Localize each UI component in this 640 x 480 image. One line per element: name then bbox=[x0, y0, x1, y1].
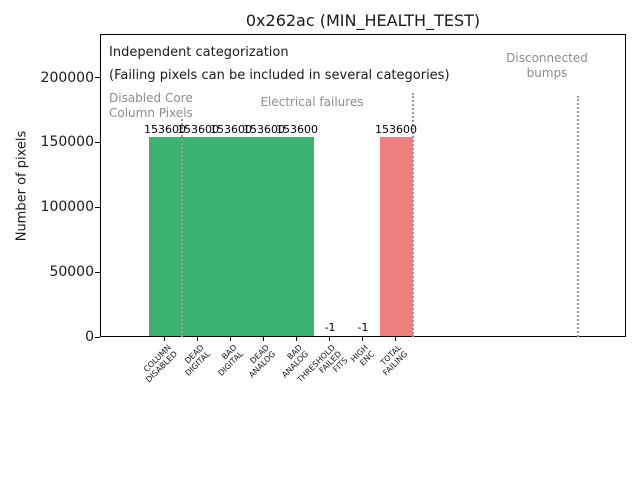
x-tick-label: COLUMN DISABLED bbox=[137, 343, 178, 384]
plot-area: Independent categorization (Failing pixe… bbox=[100, 34, 626, 337]
y-tick-label: 0 bbox=[85, 329, 94, 345]
x-tick-mark bbox=[361, 337, 363, 341]
x-tick-label: BAD DIGITAL bbox=[210, 343, 244, 378]
section-annotation-line: Column Pixels bbox=[109, 106, 193, 120]
y-tick-mark bbox=[95, 206, 100, 208]
y-tick-label: 100000 bbox=[40, 199, 94, 216]
bar-value-label: 153600 bbox=[210, 122, 252, 136]
y-tick-label: 150000 bbox=[40, 134, 94, 151]
x-tick-mark bbox=[262, 337, 264, 341]
section-annotation-label: Electrical failures bbox=[260, 95, 363, 110]
x-tick-mark bbox=[163, 337, 165, 341]
x-tick-label: TOTAL FAILING bbox=[375, 343, 410, 377]
y-tick-mark bbox=[95, 77, 100, 79]
bar bbox=[148, 136, 182, 336]
y-tick-label: 50000 bbox=[49, 264, 94, 281]
section-separator-line bbox=[576, 96, 579, 337]
section-annotation-line: Disabled Core bbox=[109, 91, 193, 105]
bar bbox=[247, 136, 281, 336]
chart-title: 0x262ac (MIN_HEALTH_TEST) bbox=[245, 11, 481, 30]
x-tick-label: DEAD DIGITAL bbox=[177, 343, 212, 378]
bar bbox=[214, 136, 248, 336]
section-annotation-label: Disconnected bumps bbox=[506, 51, 588, 81]
bar-value-label: 153600 bbox=[375, 122, 417, 136]
x-tick-label: HIGH ENC bbox=[349, 343, 376, 370]
bar-value-label: 153600 bbox=[177, 122, 219, 136]
section-annotation-label: Disabled Core Column Pixels bbox=[109, 91, 193, 121]
bar-value-label: -1 bbox=[324, 321, 336, 334]
bar-value-label: 153600 bbox=[276, 122, 318, 136]
x-tick-mark bbox=[328, 337, 330, 341]
bar bbox=[181, 136, 215, 336]
section-annotation-line: bumps bbox=[526, 66, 568, 80]
section-annotation-line: Electrical failures bbox=[260, 95, 364, 109]
section-separator-line bbox=[180, 119, 183, 337]
x-tick-mark bbox=[196, 337, 198, 341]
y-tick-mark bbox=[95, 271, 100, 273]
y-tick-label: 200000 bbox=[40, 69, 94, 86]
annotation-multiple-categories-note: (Failing pixels can be included in sever… bbox=[109, 68, 450, 83]
y-axis-label: Number of pixels bbox=[14, 130, 30, 242]
annotation-independent-categorization: Independent categorization bbox=[109, 45, 289, 60]
y-tick-mark bbox=[95, 141, 100, 143]
x-tick-label: DEAD ANALOG bbox=[241, 343, 278, 379]
bar-value-label: 153600 bbox=[243, 122, 285, 136]
bar bbox=[379, 136, 413, 336]
section-annotation-line: Disconnected bbox=[506, 51, 588, 65]
bar-value-label: 153600 bbox=[144, 122, 186, 136]
section-separator-line bbox=[411, 93, 414, 337]
bar-value-label: -1 bbox=[357, 321, 369, 334]
bar bbox=[280, 136, 314, 336]
x-tick-mark bbox=[295, 337, 297, 341]
x-tick-mark bbox=[229, 337, 231, 341]
y-tick-mark bbox=[95, 336, 100, 338]
x-tick-mark bbox=[394, 337, 396, 341]
